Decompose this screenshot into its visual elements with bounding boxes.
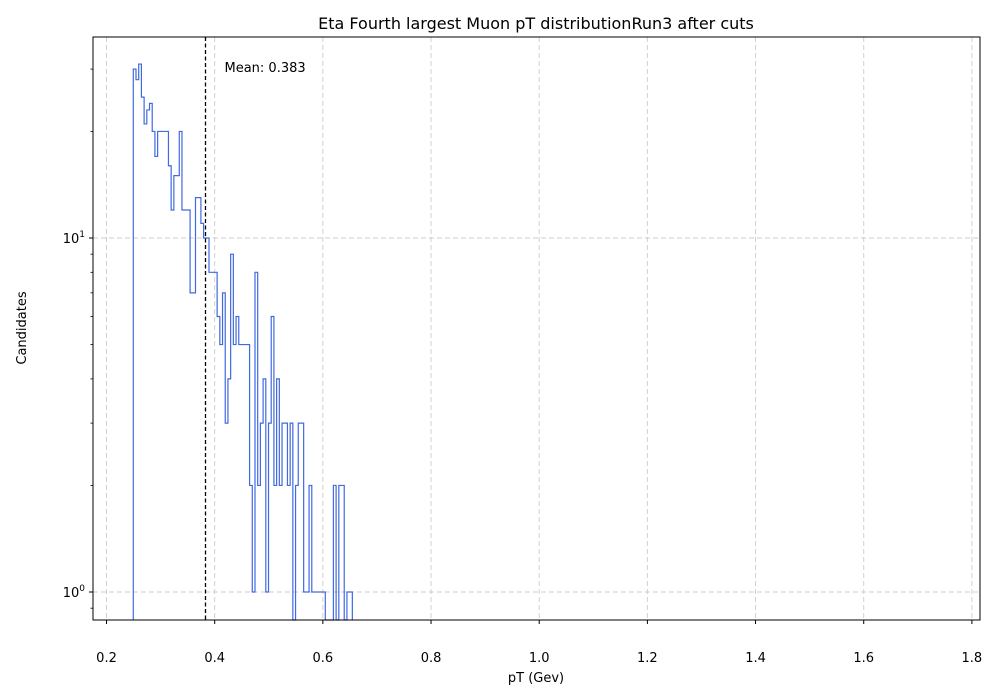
- x-axis-ticks: 0.2 0.4 0.6 0.8 1.0 1.2 1.4 1.6 1.8: [96, 620, 982, 666]
- y-axis-label: Candidates: [15, 291, 30, 364]
- x-tick-label: 0.4: [204, 651, 225, 666]
- plot-frame: [92, 36, 981, 621]
- x-tick-label: 0.2: [96, 651, 117, 666]
- x-axis-label: pT (Gev): [508, 671, 564, 686]
- y-axis-ticks: 100 101: [63, 68, 93, 609]
- mean-marker: Mean: 0.383: [204, 37, 306, 620]
- chart-title: Eta Fourth largest Muon pT distributionR…: [318, 14, 754, 33]
- x-tick-label: 1.6: [853, 651, 874, 666]
- x-tick-label: 0.8: [421, 651, 442, 666]
- x-tick-label: 1.0: [529, 651, 550, 666]
- mean-label: Mean: 0.383: [224, 61, 305, 76]
- x-tick-label: 0.6: [313, 651, 334, 666]
- grid-lines: [93, 37, 980, 620]
- x-tick-label: 1.8: [962, 651, 983, 666]
- y-tick-label: 101: [63, 230, 85, 247]
- x-tick-label: 1.4: [745, 651, 766, 666]
- y-tick-label: 100: [63, 584, 86, 601]
- histogram-step-line: [132, 63, 353, 621]
- x-tick-label: 1.2: [637, 651, 658, 666]
